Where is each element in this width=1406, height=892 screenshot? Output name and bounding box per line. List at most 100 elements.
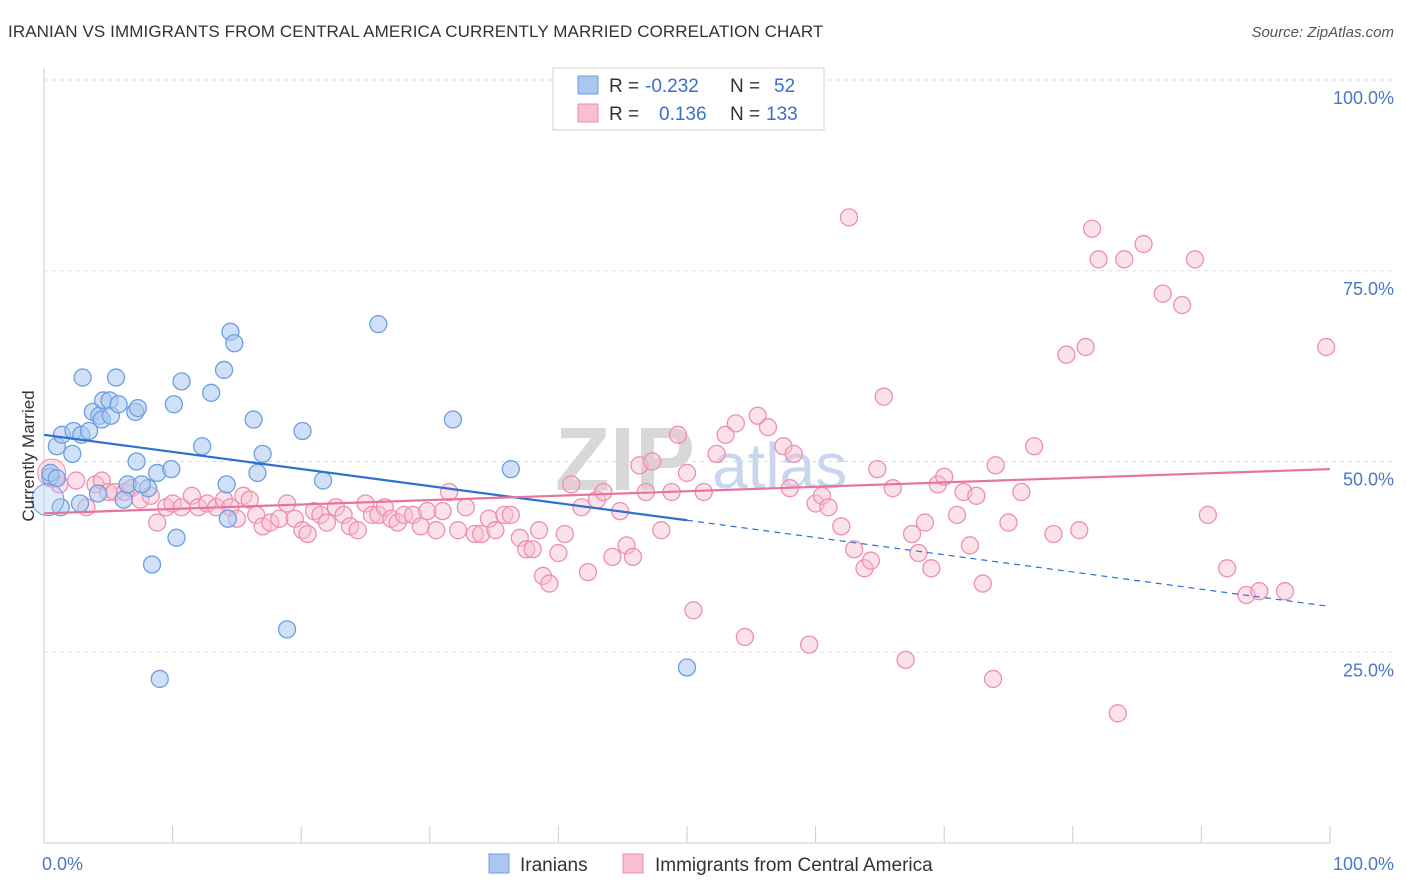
pink-point [623,547,643,567]
legend-n-label-2: N = [730,104,760,125]
pink-point [915,513,935,532]
pink-point [529,521,549,540]
blue-point [244,410,263,429]
pink-point [883,479,902,498]
pink-point [1217,559,1237,578]
pink-point [694,482,713,502]
legend-r-label-2: R = [609,104,639,125]
pink-point [594,482,613,502]
blue-point [293,421,312,441]
pink-point [549,543,568,563]
legend-r-value-2: 0.136 [659,104,707,125]
pink-point [986,456,1005,475]
pink-point [909,543,928,563]
pink-point [748,406,767,425]
pink-point [896,650,915,670]
blue-point [88,484,108,503]
pink-point [967,486,986,505]
pink-point [1089,250,1108,269]
y-axis-label: Currently Married [19,390,38,521]
pink-point [947,505,967,525]
blue-point [167,528,186,547]
pink-point [784,444,803,464]
blue-point [128,398,148,418]
pink-point [334,505,353,525]
pink-point [472,524,491,544]
pink-point [935,467,954,486]
blue-point [677,658,697,677]
pink-point [922,559,941,578]
pink-point [603,547,622,567]
legend-r-value-1: -0.232 [645,76,699,97]
blue-point [443,410,463,429]
pink-point [819,498,838,517]
pink-point [578,562,598,582]
pink-point [67,471,86,490]
pink-point [448,521,468,540]
pink-point [182,486,202,505]
pink-point [999,513,1018,532]
pink-point [317,513,337,532]
blue-point [214,360,234,380]
pink-point [562,475,581,494]
bottom-legend-label-2: Immigrants from Central America [655,855,933,876]
pink-series-points [37,208,1336,723]
blue-series-points [31,315,697,689]
blue-point [313,471,333,490]
legend-n-label-1: N = [730,76,760,97]
legend-n-value-2: 133 [766,104,798,125]
pink-point [839,208,859,227]
y-tick-label: 25.0% [1343,660,1394,680]
pink-point [495,505,514,525]
pink-point [348,521,367,540]
pink-point [902,524,922,544]
pink-point [716,425,735,444]
bottom-legend-swatch-blue [488,853,510,874]
pink-point [1115,250,1134,269]
chart-title: IRANIAN VS IMMIGRANTS FROM CENTRAL AMERI… [8,22,824,41]
legend-r-label-1: R = [609,76,639,97]
blue-point [109,395,128,414]
x-tick-label: 100.0% [1333,854,1394,874]
blue-point [70,494,90,513]
pink-point [418,501,437,521]
pink-point [555,524,574,544]
pink-point [668,425,688,444]
pink-point [1044,524,1063,544]
pink-point [1153,284,1172,303]
bottom-legend-swatch-pink [622,853,644,874]
pink-point [774,437,793,456]
blue-point [132,475,151,494]
pink-point [523,540,542,559]
blue-point [369,315,388,334]
blue-point [193,437,212,456]
blue-point [202,383,221,402]
blue-point [106,368,126,387]
pink-point [486,521,505,540]
pink-point [735,627,755,647]
blue-point [501,459,520,479]
pink-point [1134,234,1153,254]
pink-point [845,540,864,559]
y-tick-label: 75.0% [1343,279,1394,299]
blue-point [277,620,297,639]
blue-point [217,475,236,494]
axes [43,68,1331,844]
blue-point [79,421,99,441]
pink-point [677,463,697,483]
pink-point [1108,704,1127,723]
pink-point [1076,337,1095,357]
pink-point [868,459,887,479]
pink-point [832,517,851,536]
series-legend: Iranians Immigrants from Central America [488,853,933,876]
blue-point [162,459,181,479]
blue-point [127,452,146,471]
blue-point [142,555,162,574]
pink-point [1250,582,1269,601]
blue-point [63,444,82,464]
blue-trend-extension [686,519,1331,608]
blue-point [150,669,169,689]
trend-lines [43,433,1331,608]
pink-point [277,494,297,513]
bottom-legend-label-1: Iranians [520,855,588,876]
